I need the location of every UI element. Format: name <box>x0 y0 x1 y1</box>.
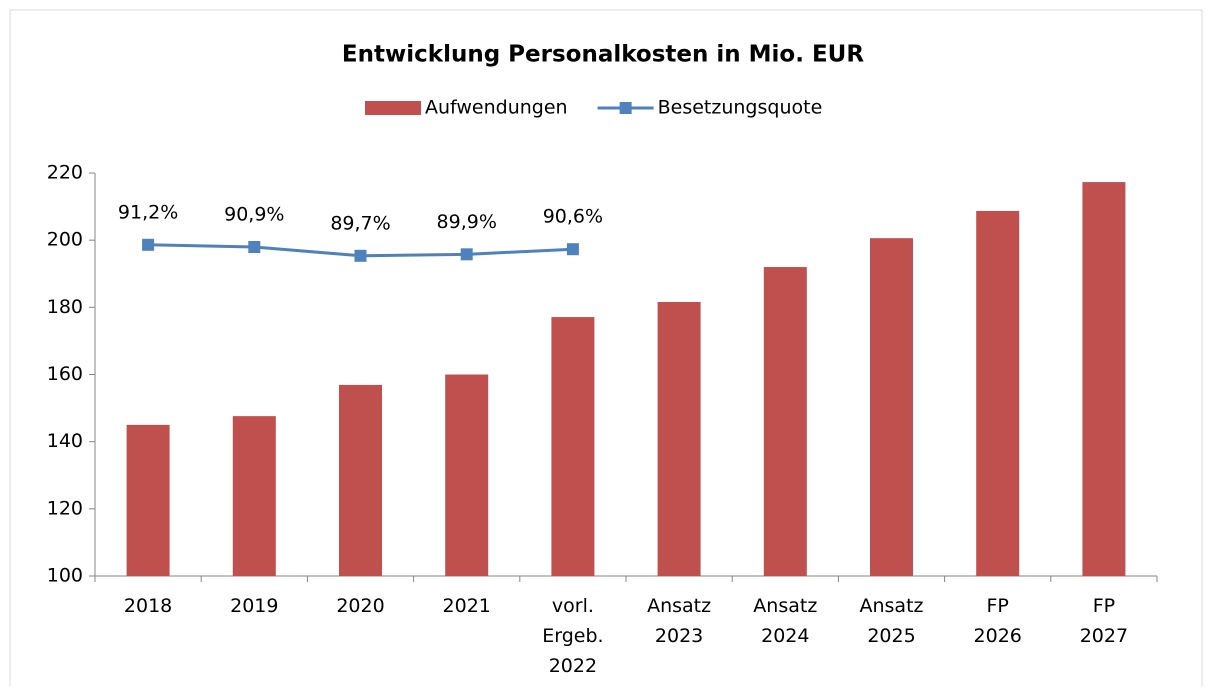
x-tick-label: 2019 <box>230 595 278 617</box>
data-label: 89,9% <box>437 211 497 233</box>
bar <box>976 210 1020 577</box>
x-tick-label: Ansatz 2025 <box>859 595 923 647</box>
y-tick-label: 180 <box>47 296 83 318</box>
x-tick-label: FP 2027 <box>1080 595 1128 647</box>
y-tick-label: 220 <box>47 162 83 184</box>
legend-label: Besetzungsquote <box>658 97 823 119</box>
legend-label: Aufwendungen <box>425 97 568 119</box>
marker <box>142 238 155 251</box>
x-tick-label: FP 2026 <box>974 595 1022 647</box>
y-tick-label: 120 <box>47 497 83 519</box>
x-tick-label: Ansatz 2024 <box>753 595 817 647</box>
y-tick-label: 200 <box>47 229 83 251</box>
data-label: 89,7% <box>330 212 390 234</box>
x-tick-label: 2018 <box>124 595 172 617</box>
x-tick-label: 2020 <box>336 595 384 617</box>
marker <box>566 243 579 256</box>
chart-title: Entwicklung Personalkosten in Mio. EUR <box>342 42 864 68</box>
legend-swatch <box>365 101 421 115</box>
bar <box>551 317 595 576</box>
bar <box>232 416 276 576</box>
x-tick-label: vorl. Ergeb. 2022 <box>542 595 603 677</box>
legend-marker <box>619 102 632 114</box>
data-label: 91,2% <box>118 201 178 223</box>
x-tick-label: Ansatz 2023 <box>647 595 711 647</box>
chart-border <box>9 9 1203 690</box>
x-tick-label: 2021 <box>443 595 491 617</box>
y-tick-label: 100 <box>47 565 83 587</box>
y-tick-label: 140 <box>47 430 83 452</box>
marker <box>460 248 473 261</box>
bar <box>657 301 701 576</box>
marker <box>354 249 367 262</box>
bar <box>870 238 913 576</box>
data-label: 90,9% <box>224 204 284 226</box>
bar <box>339 384 382 576</box>
bar <box>445 374 489 576</box>
bar <box>1082 182 1126 576</box>
y-tick-label: 160 <box>47 363 83 385</box>
bar <box>126 424 170 576</box>
marker <box>248 241 261 254</box>
data-label: 90,6% <box>543 206 603 228</box>
bar <box>763 267 807 576</box>
